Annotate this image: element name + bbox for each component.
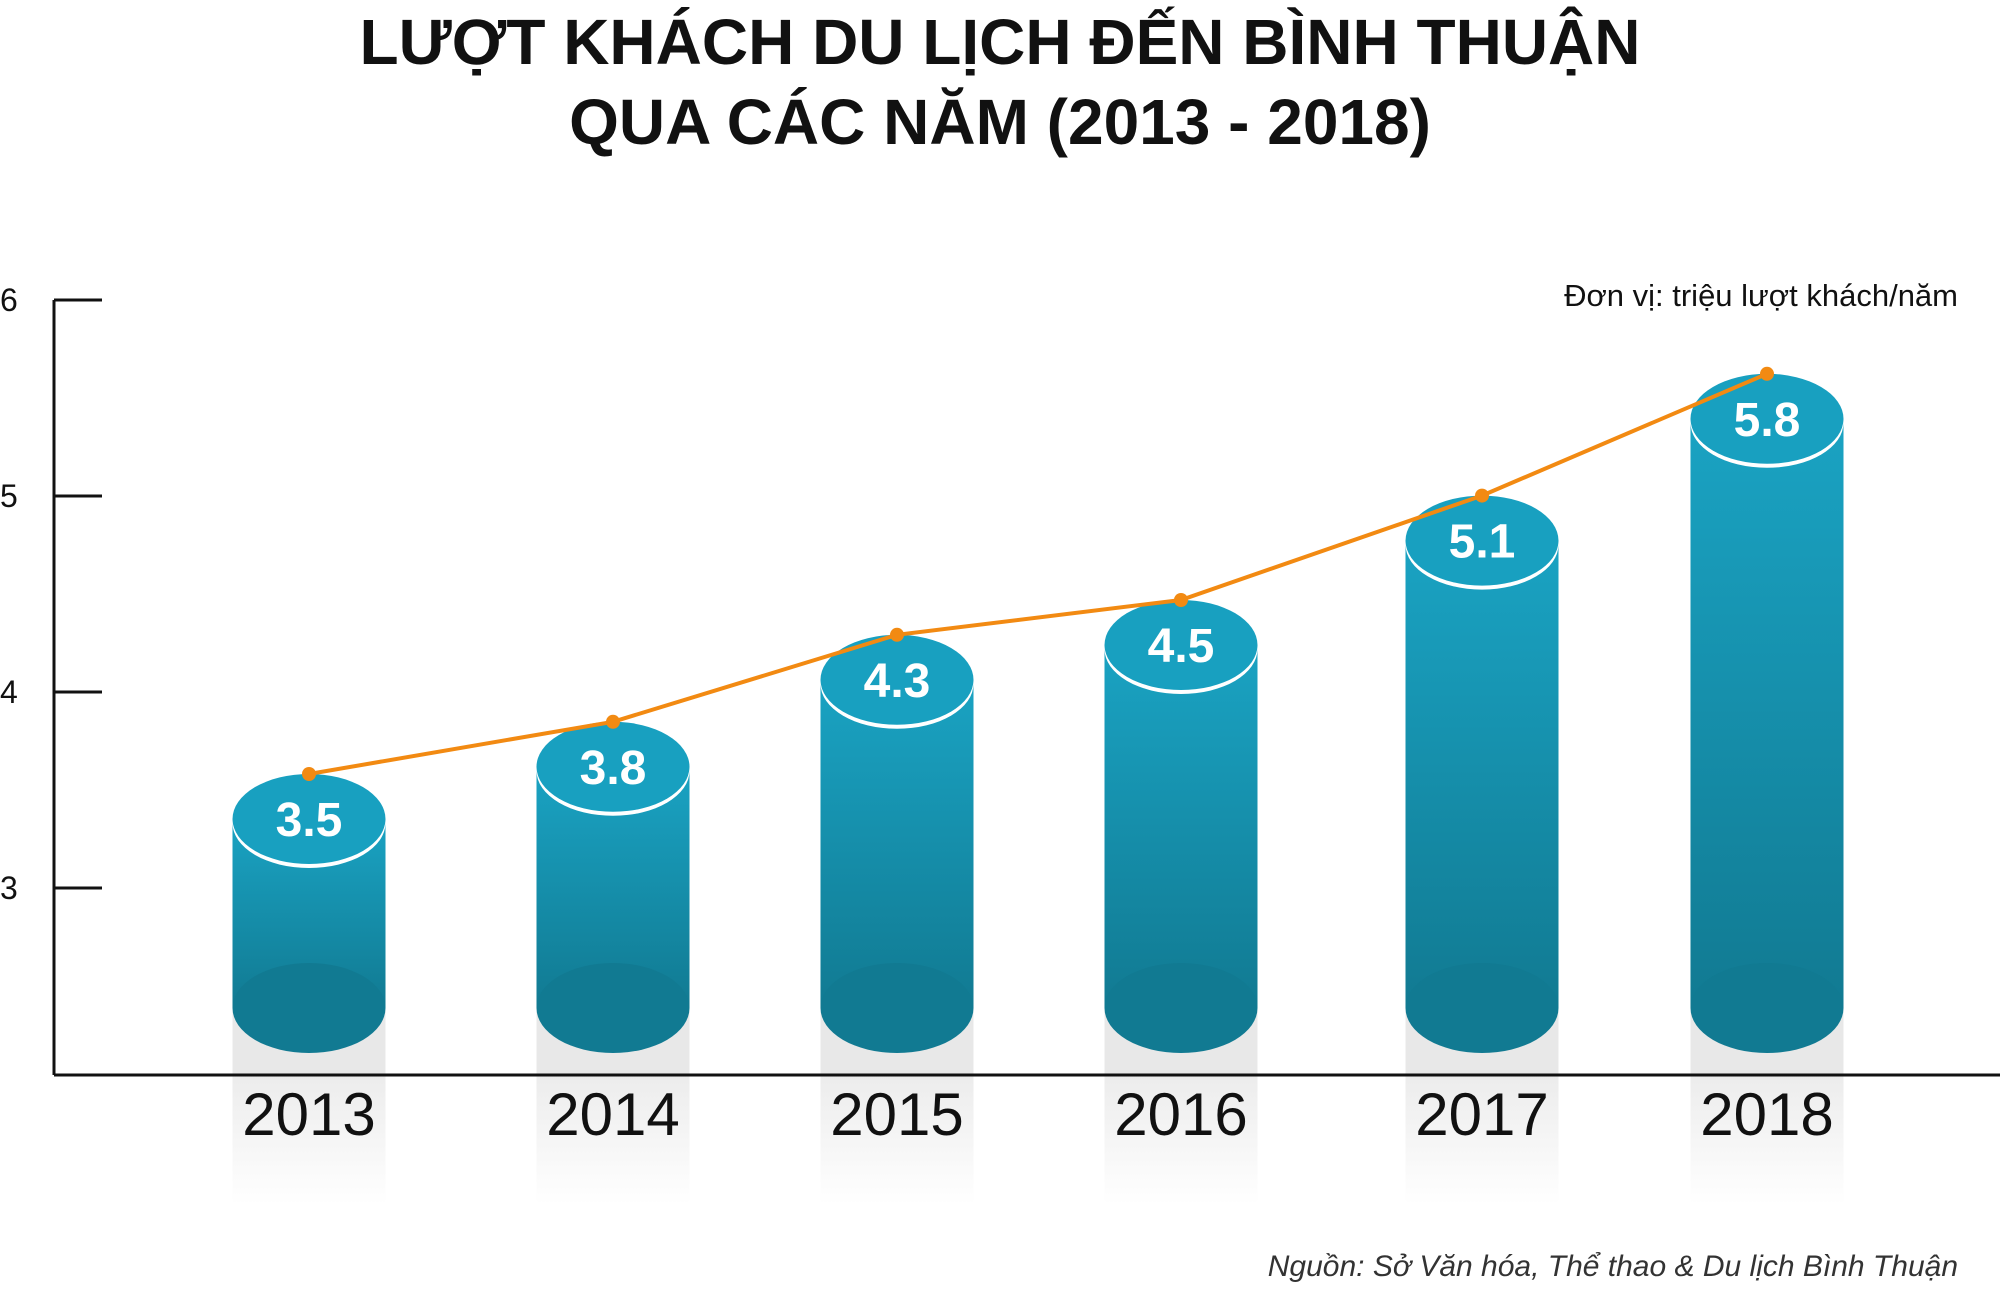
bar-base <box>1690 963 1844 1053</box>
bar-reflection <box>1405 1075 1559 1205</box>
chart-title-line2: QUA CÁC NĂM (2013 - 2018) <box>569 86 1431 158</box>
trend-line <box>308 371 1768 776</box>
x-tick-label: 2015 <box>830 1081 963 1148</box>
bar-reflection <box>1104 1075 1258 1205</box>
unit-label: Đơn vị: triệu lượt khách/năm <box>1564 278 1958 313</box>
data-label: 3.8 <box>580 742 647 795</box>
trend-point <box>606 714 620 729</box>
bar-base <box>536 963 690 1053</box>
bar-base <box>1104 963 1258 1053</box>
bar-reflection <box>820 1075 974 1205</box>
x-tick-label: 2014 <box>546 1081 679 1148</box>
bar-cap <box>536 721 690 812</box>
y-tick-label: 4 <box>0 674 18 710</box>
x-tick-label: 2018 <box>1700 1081 1833 1148</box>
data-label: 4.3 <box>864 655 931 708</box>
data-label: 5.8 <box>1734 394 1801 447</box>
source-note: Nguồn: Sở Văn hóa, Thể thao & Du lịch Bì… <box>1267 1250 1958 1283</box>
trend-point <box>1174 593 1188 607</box>
bar <box>1405 540 1559 1008</box>
bar-cap <box>820 634 974 725</box>
bar-reflection <box>1690 1075 1844 1205</box>
x-tick-label: 2013 <box>242 1081 375 1148</box>
bar-cap <box>1690 373 1844 464</box>
data-label: 3.5 <box>276 794 343 847</box>
bar <box>1104 645 1258 1008</box>
trend-point <box>1760 366 1774 381</box>
bar <box>1690 418 1844 1008</box>
trend-point <box>1475 488 1489 503</box>
y-tick-label: 5 <box>0 478 18 514</box>
bar-cap <box>1405 495 1559 586</box>
bar-base <box>232 963 386 1053</box>
bar-cap <box>232 774 386 864</box>
y-tick-label: 3 <box>0 870 18 906</box>
trend-point <box>890 627 904 642</box>
data-label: 4.5 <box>1148 620 1215 673</box>
bar-reflection <box>232 1075 386 1205</box>
bar-base <box>820 963 974 1053</box>
bar-base <box>1405 963 1559 1053</box>
data-label: 5.1 <box>1449 516 1516 569</box>
chart-title-line1: LƯỢT KHÁCH DU LỊCH ĐẾN BÌNH THUẬN <box>359 6 1641 78</box>
bar <box>820 679 974 1008</box>
bar-cap <box>1104 600 1258 690</box>
bar-reflection <box>536 1075 690 1205</box>
y-tick-label: 6 <box>0 282 18 318</box>
x-tick-label: 2016 <box>1114 1081 1247 1148</box>
trend-point <box>302 767 316 781</box>
x-tick-label: 2017 <box>1415 1081 1548 1148</box>
